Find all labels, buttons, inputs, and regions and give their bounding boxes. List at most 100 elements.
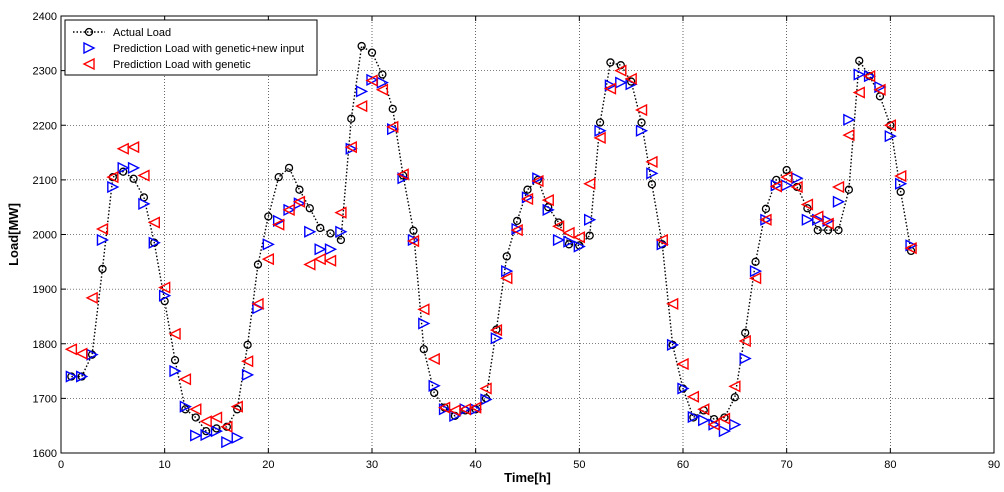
data-point [832, 195, 846, 208]
data-point [190, 429, 203, 442]
data-point [564, 240, 574, 249]
data-point [428, 379, 441, 392]
data-point [129, 174, 138, 183]
data-point [593, 131, 606, 144]
data-point [293, 197, 306, 210]
legend-label: Actual Load [113, 27, 171, 39]
data-point [718, 425, 732, 438]
data-point [905, 239, 918, 252]
data-point [316, 223, 325, 233]
data-point [305, 204, 314, 213]
data-point [532, 172, 545, 185]
data-point [313, 252, 326, 266]
data-point [844, 185, 854, 194]
data-point [469, 401, 482, 414]
data-point [604, 79, 617, 92]
data-point [65, 370, 78, 383]
x-tick-label: 90 [988, 459, 1000, 471]
data-point [800, 198, 814, 211]
data-point [624, 72, 637, 85]
data-point [573, 240, 586, 253]
data-point [191, 413, 200, 422]
data-point [127, 161, 141, 174]
data-point [863, 69, 876, 83]
data-point [169, 364, 182, 378]
data-point [544, 203, 553, 212]
legend-entry: Prediction Load with genetic+new input [83, 41, 304, 55]
data-point [813, 225, 822, 235]
data-point [729, 418, 742, 431]
data-point [344, 140, 357, 154]
data-point [334, 206, 347, 219]
data-point [396, 168, 409, 181]
data-point [365, 74, 378, 87]
x-tick-label: 0 [58, 459, 64, 471]
data-point [199, 415, 212, 428]
data-point [427, 352, 440, 366]
data-point [116, 142, 129, 155]
data-point [375, 83, 389, 96]
data-point [811, 210, 824, 223]
data-point [585, 231, 594, 240]
data-point [76, 370, 89, 383]
data-point [884, 130, 897, 143]
data-point [834, 225, 843, 235]
y-tick-label: 1700 [33, 393, 57, 405]
data-point [627, 77, 636, 86]
data-point [253, 260, 263, 269]
data-point [728, 380, 741, 393]
data-point [730, 393, 739, 402]
data-point [883, 119, 897, 132]
x-tick-label: 40 [470, 459, 482, 471]
data-point [541, 193, 554, 207]
data-point [790, 180, 803, 194]
data-point [419, 345, 428, 354]
data-point [221, 435, 234, 449]
data-point [148, 236, 161, 249]
data-point [230, 400, 243, 413]
data-point [666, 338, 680, 351]
data-point [117, 161, 130, 174]
data-point [645, 155, 658, 168]
data-point [127, 140, 140, 154]
data-point [212, 424, 221, 433]
data-point [210, 425, 224, 438]
data-point [200, 428, 213, 442]
data-point [241, 355, 254, 368]
data-point [749, 264, 763, 278]
data-point [75, 347, 88, 360]
data-point [314, 243, 327, 256]
data-point [438, 401, 451, 414]
data-point [521, 191, 535, 204]
data-point [107, 180, 120, 194]
data-point [326, 229, 335, 238]
data-point [284, 163, 294, 173]
plot-area-frame [60, 15, 995, 454]
data-point [801, 213, 814, 226]
data-point [345, 142, 358, 155]
y-tick-label: 2400 [33, 11, 57, 23]
data-point [646, 167, 659, 180]
data-point [147, 216, 161, 229]
data-point [418, 317, 431, 330]
data-point [168, 327, 181, 341]
data-point [583, 177, 596, 190]
data-point [178, 373, 192, 386]
data-point [770, 179, 783, 192]
data-point [355, 85, 369, 98]
data-point [158, 289, 172, 302]
data-point [137, 169, 150, 182]
data-point [594, 124, 607, 137]
data-point [181, 405, 190, 414]
x-tick-label: 50 [573, 459, 585, 471]
data-point [295, 185, 304, 194]
data-point [563, 235, 576, 248]
data-point [584, 213, 597, 226]
data-point [552, 233, 566, 247]
data-point [386, 120, 399, 134]
data-point [98, 264, 107, 274]
data-point [367, 48, 377, 57]
data-point [209, 411, 223, 424]
data-point [749, 272, 762, 285]
data-point [741, 328, 750, 337]
